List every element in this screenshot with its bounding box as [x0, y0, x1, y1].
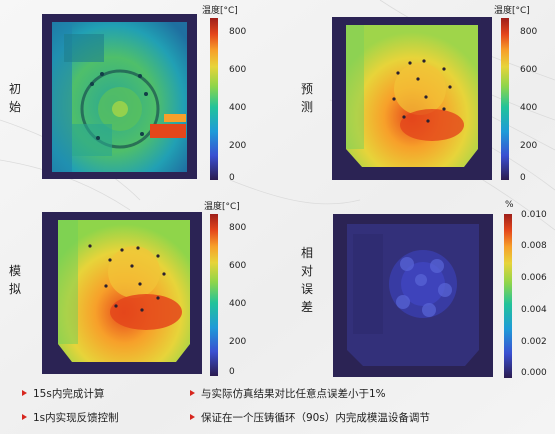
colorbar-simulated [210, 214, 218, 376]
panel-label-predicted: 预测 [300, 80, 314, 116]
colorbar-tick: 200 [229, 337, 247, 347]
colorbar-tick: 0 [520, 173, 526, 183]
colorbar-relative-error [504, 214, 512, 378]
bullet-text: 保证在一个压铸循环（90s）内完成模温设备调节 [201, 412, 430, 424]
bullet-marker-icon [22, 414, 27, 420]
colorbar-tick: 0 [229, 173, 235, 183]
colorbar-tick: 200 [229, 141, 247, 151]
colorbar-title-predicted: 温度[°C] [494, 6, 530, 16]
panel-label-text: 预测 [300, 82, 313, 114]
bullet-item: 15s内完成计算 [22, 386, 104, 401]
bullet-item: 1s内实现反馈控制 [22, 410, 119, 425]
bullet-item: 与实际仿真结果对比任意点误差小于1% [190, 386, 386, 401]
colorbar-tick: 0 [229, 367, 235, 377]
bullet-marker-icon [190, 390, 195, 396]
colorbar-title-relative-error: % [505, 200, 514, 210]
colorbar-tick: 600 [520, 65, 538, 75]
bullet-item: 保证在一个压铸循环（90s）内完成模温设备调节 [190, 410, 430, 425]
colorbar-tick: 800 [229, 27, 247, 37]
panel-label-relative-error: 相对误差 [300, 244, 314, 316]
heatmap-simulated [42, 212, 202, 374]
colorbar-title-simulated: 温度[°C] [204, 202, 240, 212]
colorbar-tick: 0.010 [521, 210, 547, 220]
colorbar-tick: 400 [520, 103, 538, 113]
colorbar-tick: 0.004 [521, 305, 547, 315]
colorbar-tick: 0.006 [521, 273, 547, 283]
heatmap-relative-error [333, 214, 493, 377]
panel-label-simulated: 模拟 [8, 262, 22, 298]
bullet-text: 1s内实现反馈控制 [33, 412, 119, 424]
heatmap-predicted [332, 17, 492, 180]
panel-label-text: 相对误差 [300, 246, 313, 314]
bullet-marker-icon [22, 390, 27, 396]
colorbar-tick: 600 [229, 65, 247, 75]
bullet-text: 15s内完成计算 [33, 388, 105, 400]
colorbar-tick: 0.008 [521, 241, 547, 251]
bullet-text: 与实际仿真结果对比任意点误差小于1% [201, 388, 386, 400]
colorbar-tick: 600 [229, 261, 247, 271]
colorbar-predicted [501, 18, 509, 180]
colorbar-tick: 200 [520, 141, 538, 151]
panel-label-text: 初始 [8, 82, 21, 114]
bullet-marker-icon [190, 414, 195, 420]
feature-bullets: 15s内完成计算 与实际仿真结果对比任意点误差小于1% 1s内实现反馈控制 保证… [0, 378, 555, 434]
heatmap-initial [42, 14, 197, 179]
colorbar-tick: 800 [229, 223, 247, 233]
colorbar-tick: 400 [229, 299, 247, 309]
colorbar-tick: 800 [520, 27, 538, 37]
colorbar-tick: 0.002 [521, 337, 547, 347]
colorbar-tick: 400 [229, 103, 247, 113]
colorbar-title-initial: 温度[°C] [202, 6, 238, 16]
panel-label-text: 模拟 [8, 264, 21, 296]
colorbar-tick: 0.000 [521, 368, 547, 378]
panel-label-initial: 初始 [8, 80, 22, 116]
colorbar-initial [210, 18, 218, 180]
